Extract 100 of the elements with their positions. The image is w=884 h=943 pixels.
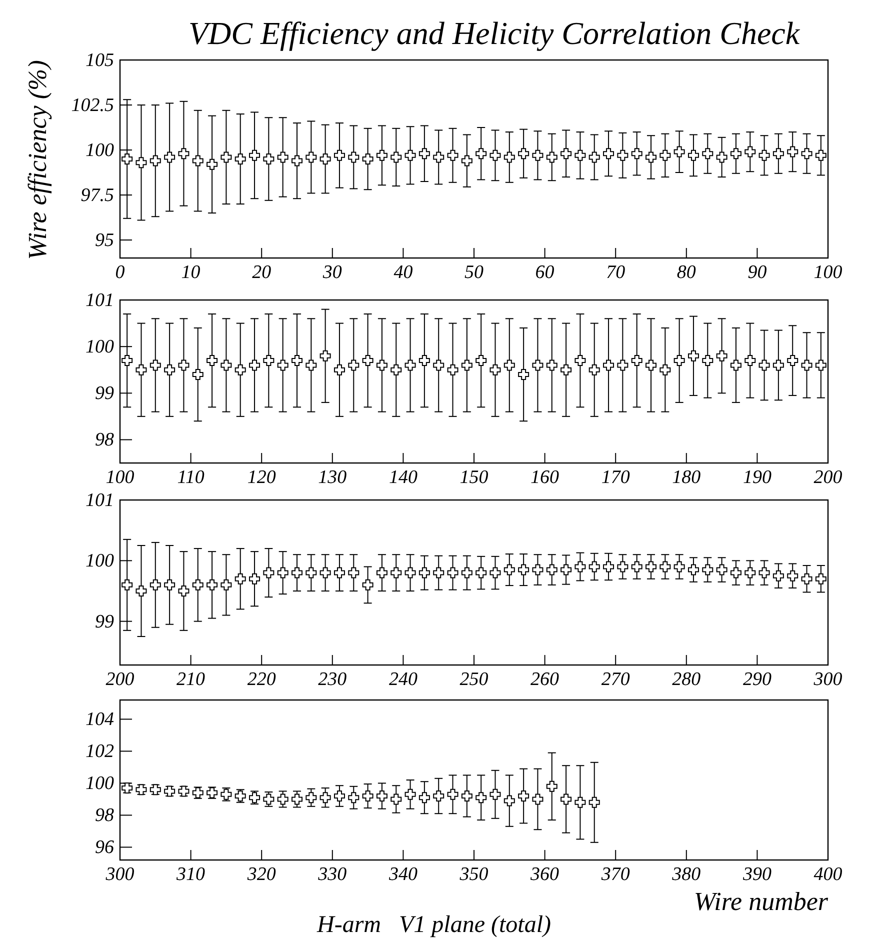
point <box>490 567 501 578</box>
x-tick-label: 80 <box>676 262 696 283</box>
point <box>263 567 274 578</box>
point <box>815 150 826 161</box>
y-tick-label: 104 <box>86 709 114 730</box>
point <box>390 364 402 376</box>
point <box>518 564 530 576</box>
x-tick-label: 280 <box>672 669 702 690</box>
point <box>787 146 798 158</box>
point <box>688 564 699 576</box>
point <box>674 146 685 158</box>
point <box>787 570 798 582</box>
point <box>574 150 586 161</box>
point <box>418 792 430 804</box>
y-tick-label: 98 <box>95 430 114 451</box>
point <box>122 154 133 164</box>
y-tick-label: 101 <box>86 290 114 311</box>
point <box>404 567 416 578</box>
point <box>461 155 472 166</box>
point <box>546 564 558 576</box>
text: H-arm V1 plane (total) <box>316 912 551 938</box>
point <box>476 567 487 578</box>
point <box>192 155 204 166</box>
point <box>433 790 444 802</box>
x-tick-label: 260 <box>530 669 560 690</box>
x-tick-label: 110 <box>177 467 205 488</box>
y-axis-title: Wire efficiency (%) <box>23 60 52 260</box>
point <box>702 564 714 576</box>
point <box>518 790 530 802</box>
point <box>560 364 572 376</box>
x-tick-label: 10 <box>181 262 201 283</box>
point <box>772 148 784 160</box>
point <box>164 364 176 376</box>
point <box>122 355 133 366</box>
point <box>461 790 472 802</box>
point <box>164 579 176 590</box>
point <box>801 148 812 160</box>
point <box>150 155 161 166</box>
point <box>277 567 288 578</box>
point <box>702 148 714 160</box>
point <box>574 796 586 808</box>
point <box>532 360 544 371</box>
point <box>490 788 501 800</box>
point <box>234 364 246 376</box>
point <box>730 567 742 578</box>
x-tick-label: 160 <box>530 467 560 488</box>
point <box>461 360 472 371</box>
point <box>716 152 728 163</box>
y-tick-label: 101 <box>86 490 114 511</box>
point <box>758 360 770 371</box>
point <box>206 158 218 170</box>
point <box>418 355 430 366</box>
point <box>334 150 345 161</box>
point <box>136 157 147 168</box>
point <box>433 360 444 371</box>
point <box>292 794 302 805</box>
x-tick-label: 200 <box>814 467 843 488</box>
point <box>334 567 345 578</box>
y-tick-label: 98 <box>95 805 114 826</box>
x-tick-label: 250 <box>460 669 489 690</box>
point <box>277 360 288 371</box>
point <box>447 364 458 376</box>
point <box>674 355 685 366</box>
point <box>206 355 218 366</box>
x-tick-label: 220 <box>247 669 276 690</box>
point <box>136 585 147 596</box>
point <box>518 148 530 160</box>
point <box>730 148 742 160</box>
x-tick-label: 390 <box>742 864 772 885</box>
y-tick-label: 100 <box>86 773 114 794</box>
point <box>376 150 388 161</box>
point <box>292 155 302 166</box>
y-tick-label: 99 <box>95 611 114 632</box>
point <box>758 567 770 578</box>
point <box>348 792 360 804</box>
point <box>263 154 274 164</box>
point <box>220 579 232 590</box>
x-tick-label: 300 <box>104 864 135 885</box>
point <box>277 794 288 805</box>
point <box>320 567 331 578</box>
point <box>574 561 586 572</box>
point <box>801 360 812 371</box>
point <box>532 564 544 576</box>
point <box>447 788 458 800</box>
point <box>306 792 317 804</box>
point <box>560 564 572 576</box>
point <box>404 788 416 800</box>
point <box>362 790 374 802</box>
x-tick-label: 310 <box>176 864 206 885</box>
x-tick-label: 210 <box>176 669 206 690</box>
point <box>588 364 600 376</box>
x-tick-label: 330 <box>317 864 348 885</box>
point <box>150 579 161 590</box>
point <box>150 360 161 371</box>
point <box>433 152 444 163</box>
y-tick-label: 100 <box>86 550 114 572</box>
point <box>560 148 572 160</box>
point <box>390 567 402 578</box>
point <box>136 364 147 376</box>
point <box>220 360 232 371</box>
